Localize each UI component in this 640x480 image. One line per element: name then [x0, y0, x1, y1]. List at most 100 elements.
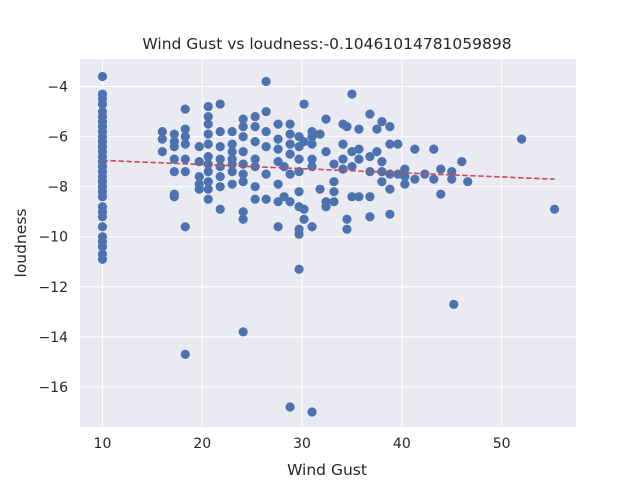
data-point — [203, 167, 213, 177]
data-point — [238, 327, 248, 337]
x-tick-label: 20 — [193, 436, 211, 452]
x-tick-label: 50 — [493, 436, 511, 452]
data-point — [215, 142, 225, 152]
data-point — [180, 132, 190, 142]
trend-line — [102, 159, 555, 180]
data-point — [436, 189, 446, 199]
data-point — [372, 147, 382, 157]
data-point — [307, 132, 317, 142]
data-point — [285, 197, 295, 207]
data-point — [169, 142, 179, 152]
data-point — [400, 164, 410, 174]
data-point — [385, 184, 395, 194]
data-point — [180, 139, 190, 149]
data-point — [279, 162, 289, 172]
data-point — [307, 139, 317, 149]
data-point — [97, 71, 108, 82]
data-point — [250, 121, 260, 132]
data-point — [307, 222, 317, 232]
data-point — [250, 194, 260, 204]
data-point — [169, 192, 179, 202]
data-point — [365, 192, 375, 202]
data-point — [285, 169, 295, 179]
chart-title: Wind Gust vs loudness:-0.104610147810598… — [142, 35, 511, 53]
data-point — [203, 184, 213, 194]
data-point — [203, 139, 213, 149]
y-tick-label: −10 — [38, 230, 68, 246]
data-point — [447, 167, 457, 177]
data-point — [377, 157, 387, 167]
data-point — [261, 106, 271, 117]
data-point — [97, 192, 108, 202]
data-point — [321, 147, 331, 157]
data-point — [315, 184, 325, 194]
data-point — [215, 162, 225, 172]
data-point — [400, 179, 410, 189]
data-point — [377, 177, 387, 187]
data-point — [250, 111, 260, 122]
data-point — [342, 224, 352, 234]
data-point — [354, 192, 364, 202]
data-point — [321, 202, 331, 212]
data-point — [180, 167, 190, 177]
data-point — [329, 197, 339, 207]
data-point — [294, 229, 304, 239]
data-point — [329, 187, 339, 197]
data-point — [238, 214, 248, 224]
data-point — [215, 172, 225, 182]
data-point — [393, 139, 403, 149]
data-point — [338, 164, 348, 174]
data-point — [365, 109, 375, 119]
data-point — [457, 157, 467, 167]
data-point — [238, 207, 248, 217]
data-point — [238, 169, 248, 179]
data-point — [273, 179, 283, 189]
data-point — [180, 222, 190, 232]
data-point — [215, 154, 225, 164]
data-point — [203, 194, 213, 204]
data-point — [377, 116, 387, 127]
data-point — [299, 204, 309, 214]
data-point — [227, 139, 237, 149]
data-point — [227, 179, 237, 189]
data-point — [261, 194, 271, 204]
data-point — [203, 152, 213, 162]
data-point — [342, 121, 352, 132]
data-point — [273, 222, 283, 232]
y-axis-label: loudness — [12, 209, 30, 278]
data-point — [294, 187, 304, 197]
data-point — [285, 119, 295, 129]
data-point — [299, 99, 309, 109]
data-point — [227, 147, 237, 157]
data-point — [238, 147, 248, 157]
data-point — [385, 139, 395, 149]
data-point — [354, 124, 364, 134]
data-point — [180, 124, 190, 134]
data-point — [321, 114, 331, 124]
data-point — [180, 104, 190, 114]
x-tick-label: 10 — [94, 436, 112, 452]
data-point — [294, 154, 304, 164]
data-point — [169, 129, 179, 139]
data-point — [372, 124, 382, 134]
data-point — [203, 177, 213, 187]
data-point — [549, 204, 560, 214]
data-point — [273, 144, 283, 154]
data-point — [347, 147, 357, 157]
data-point — [299, 214, 309, 224]
data-point — [250, 137, 260, 147]
data-point — [97, 242, 108, 252]
data-point — [250, 182, 260, 192]
data-point — [385, 121, 395, 132]
data-point — [261, 142, 271, 152]
y-tick-label: −8 — [47, 180, 68, 196]
data-point — [354, 154, 364, 164]
data-point — [365, 212, 375, 222]
grid — [80, 59, 576, 427]
data-point — [203, 129, 213, 139]
data-point — [97, 222, 108, 232]
data-point — [410, 144, 420, 154]
x-tick-label: 30 — [293, 436, 311, 452]
data-point — [194, 172, 204, 182]
